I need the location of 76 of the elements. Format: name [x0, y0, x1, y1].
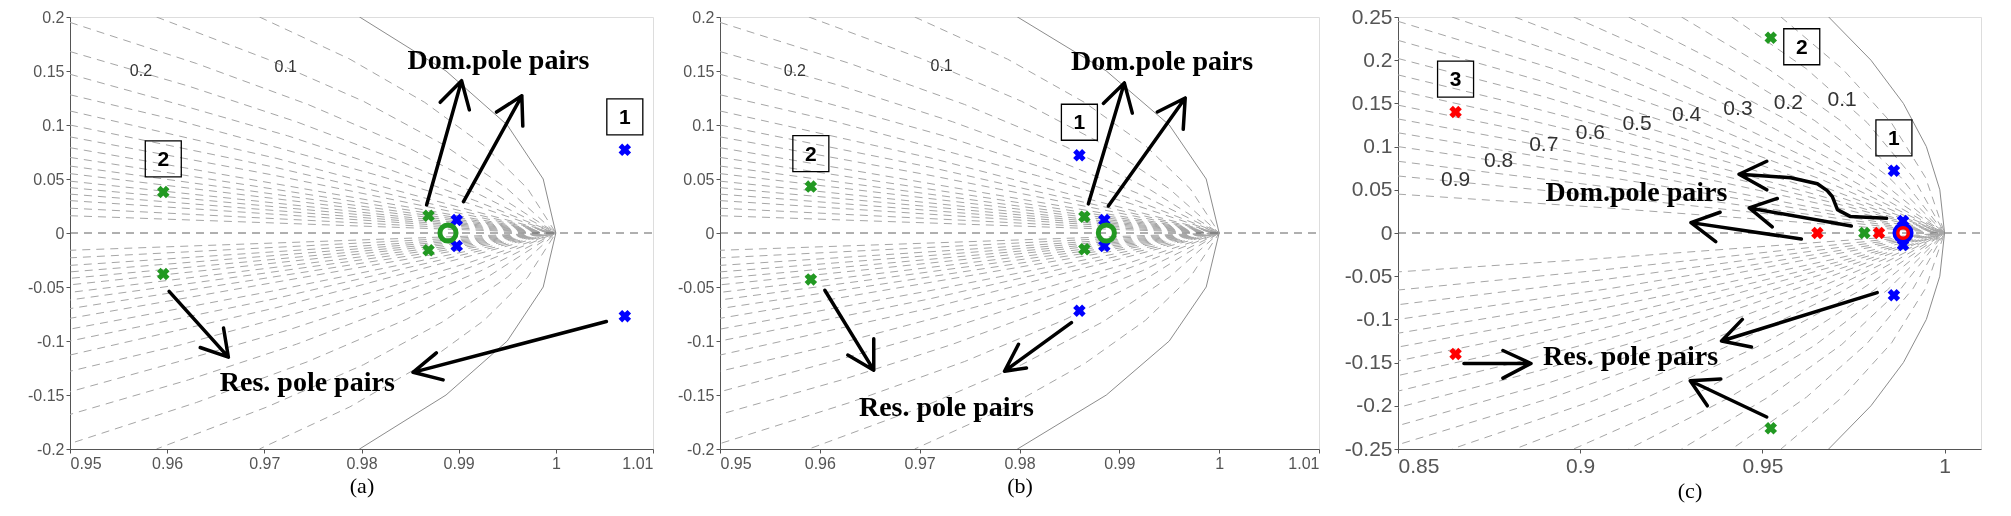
x-tick-label: 1.01 [622, 454, 654, 472]
annotation: 0.1 [1827, 86, 1857, 110]
annotation: 0.9 [1440, 167, 1471, 191]
y-tick-label: -0.2 [36, 440, 65, 458]
y-tick-label: -0.1 [36, 332, 65, 350]
y-tick-label: -0.05 [1344, 263, 1393, 287]
x-tick-label: 0.99 [443, 454, 475, 472]
x-tick-label: 1 [1939, 453, 1951, 477]
annotation: 0.7 [1529, 131, 1559, 155]
annotation: 0.1 [930, 56, 953, 74]
series-label: 2 [157, 146, 170, 170]
annotation: Res. pole pairs [219, 366, 395, 398]
series-label: 1 [618, 104, 631, 128]
x-tick-label: 0.97 [904, 454, 936, 472]
y-tick-label: 0 [1380, 220, 1393, 244]
y-tick-label: -0.15 [28, 386, 65, 404]
y-tick-label: 0.25 [1351, 4, 1393, 28]
y-tick-label: -0.05 [28, 278, 65, 296]
annotation: 0.4 [1671, 102, 1702, 126]
y-tick-label: -0.05 [678, 278, 715, 296]
y-tick-label: 0.05 [33, 170, 65, 188]
y-tick-label: -0.2 [686, 440, 715, 458]
x-axis-title: (a) [349, 472, 375, 498]
x-tick-label: 0.95 [1742, 453, 1784, 477]
x-tick-label: 0.98 [1004, 454, 1036, 472]
y-tick-label: 0.1 [42, 116, 65, 134]
y-tick-label: 0.2 [1363, 47, 1393, 71]
y-tick-label: 0.15 [33, 62, 65, 80]
y-tick-label: 0.2 [692, 8, 715, 26]
annotation: Res. pole pairs [858, 390, 1035, 422]
annotation: 0.6 [1575, 119, 1605, 143]
y-tick-label: 0 [55, 224, 65, 242]
y-tick-label: 0.1 [692, 116, 715, 134]
x-tick-label: 0.99 [1104, 454, 1136, 472]
series-label: 3 [1449, 67, 1462, 91]
x-tick-label: 1 [551, 454, 561, 472]
series-label: 1 [1073, 110, 1086, 134]
y-tick-label: -0.2 [1356, 393, 1393, 417]
annotation: Res. pole pairs [1543, 340, 1719, 372]
y-tick-label: 0.15 [683, 62, 715, 80]
y-tick-label: 0.2 [42, 8, 65, 26]
annotation: 0.8 [1483, 148, 1514, 172]
y-tick-label: 0.1 [1363, 134, 1393, 158]
annotation: Dom.pole pairs [1071, 45, 1254, 77]
y-tick-label: -0.1 [1356, 306, 1393, 330]
series-label: 1 [1888, 125, 1901, 149]
x-tick-label: 0.96 [804, 454, 837, 472]
series-label: 2 [1795, 34, 1808, 58]
y-tick-label: -0.1 [686, 332, 715, 350]
series-label: 2 [805, 141, 817, 165]
annotation: 0.1 [274, 57, 297, 75]
x-tick-label: 0.95 [720, 454, 752, 472]
annotation: Dom.pole pairs [407, 44, 590, 76]
y-tick-label: 0.05 [1351, 177, 1393, 201]
annotation: 0.2 [783, 62, 807, 79]
x-tick-label: 0.96 [152, 454, 184, 472]
x-tick-label: 0.98 [346, 454, 378, 472]
y-tick-label: 0.15 [1351, 90, 1393, 114]
annotation: 0.3 [1723, 96, 1753, 120]
y-tick-label: 0 [705, 224, 715, 242]
annotation: 0.2 [129, 62, 153, 79]
x-axis-title: (c) [1677, 477, 1703, 503]
x-tick-label: 0.95 [70, 454, 102, 472]
y-tick-label: 0.05 [683, 170, 715, 188]
x-tick-label: 0.9 [1566, 453, 1596, 477]
y-tick-label: -0.15 [678, 386, 715, 404]
y-tick-label: -0.25 [1344, 436, 1393, 460]
annotation: 0.2 [1773, 90, 1803, 114]
annotation: 0.5 [1622, 111, 1652, 135]
x-tick-label: 0.97 [249, 454, 281, 472]
x-tick-label: 1 [1215, 454, 1225, 472]
x-tick-label: 1.01 [1288, 454, 1320, 472]
y-tick-label: -0.15 [1344, 350, 1393, 374]
x-axis-title: (b) [1007, 472, 1033, 498]
annotation: Dom.pole pairs [1545, 176, 1728, 208]
x-tick-label: 0.85 [1398, 453, 1440, 477]
